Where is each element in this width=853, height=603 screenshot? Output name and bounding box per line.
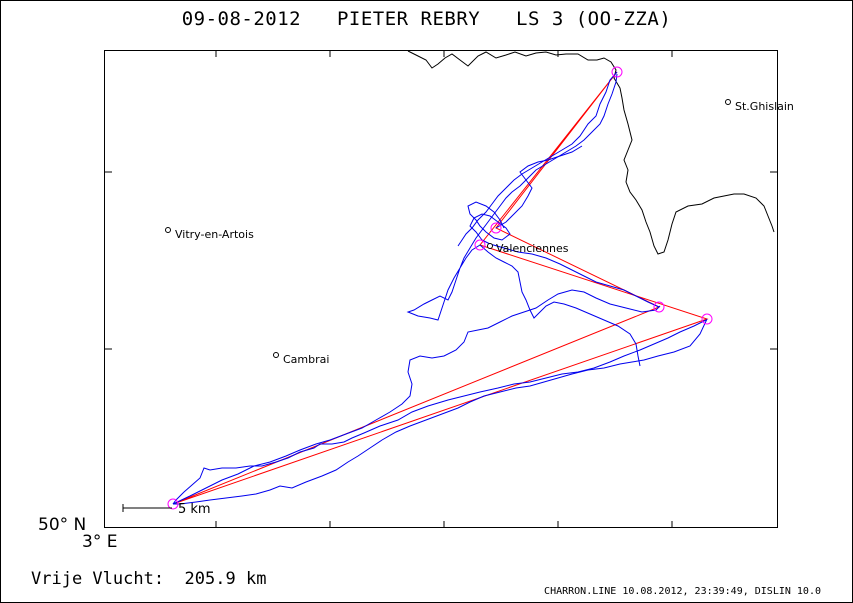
- place-label-cambrai: Cambrai: [283, 353, 330, 366]
- country-border: [407, 50, 775, 255]
- credit-line: CHARRON.LINE 10.08.2012, 23:39:49, DISLI…: [544, 586, 821, 597]
- latitude-label: 50° N: [38, 515, 87, 535]
- turnpoint-marker: [653, 301, 665, 313]
- pilot-name: PIETER REBRY: [336, 8, 481, 30]
- flight-distance-label: Vrije Vlucht:: [31, 569, 165, 589]
- axis-ticks: [104, 50, 777, 527]
- task-lines: [172, 71, 709, 505]
- turnpoint-marker: [474, 239, 486, 251]
- turnpoints: [167, 66, 713, 510]
- map-frame: [104, 50, 778, 528]
- flight-distance-value: 205.9 km: [184, 569, 267, 589]
- place-marker-cambrai: [273, 352, 279, 358]
- place-markers: [165, 99, 731, 358]
- turnpoint-marker: [167, 498, 179, 510]
- turnpoint-marker: [490, 222, 502, 234]
- flight-date: 09-08-2012: [181, 8, 302, 30]
- flight-track: [172, 71, 708, 505]
- place-label-st-ghislain: St.Ghislain: [735, 100, 794, 113]
- place-marker-vitry-en-artois: [165, 227, 171, 233]
- scale-label: 5 km: [178, 502, 211, 517]
- place-label-vitry-en-artois: Vitry-en-Artois: [175, 228, 254, 241]
- flight-distance: Vrije Vlucht: 205.9 km: [31, 569, 266, 589]
- place-marker-valenciennes: [487, 243, 493, 249]
- scale-bar: [122, 504, 172, 512]
- place-label-valenciennes: Valenciennes: [496, 242, 569, 255]
- longitude-label: 3° E: [82, 532, 118, 552]
- map-title: 09-08-2012 PIETER REBRY LS 3 (OO-ZZA): [0, 8, 853, 30]
- aircraft-name: LS 3 (OO-ZZA): [516, 8, 672, 30]
- turnpoint-marker: [701, 313, 713, 325]
- place-marker-st-ghislain: [725, 99, 731, 105]
- turnpoint-marker: [611, 66, 623, 78]
